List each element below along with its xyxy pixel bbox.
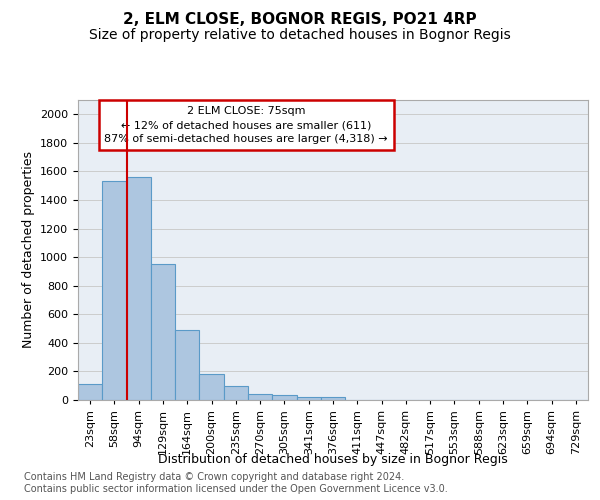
- Text: 2, ELM CLOSE, BOGNOR REGIS, PO21 4RP: 2, ELM CLOSE, BOGNOR REGIS, PO21 4RP: [123, 12, 477, 28]
- Bar: [102, 180, 127, 400]
- Bar: [199, 374, 224, 400]
- Text: Distribution of detached houses by size in Bognor Regis: Distribution of detached houses by size …: [158, 452, 508, 466]
- Text: Size of property relative to detached houses in Bognor Regis: Size of property relative to detached ho…: [89, 28, 511, 42]
- Bar: [78, 384, 102, 400]
- Bar: [224, 386, 248, 400]
- Bar: [151, 264, 175, 400]
- Bar: [248, 394, 272, 400]
- Bar: [321, 398, 345, 400]
- Y-axis label: Number of detached properties: Number of detached properties: [22, 152, 35, 348]
- Bar: [175, 330, 199, 400]
- Bar: [272, 395, 296, 400]
- Text: Contains HM Land Registry data © Crown copyright and database right 2024.
Contai: Contains HM Land Registry data © Crown c…: [24, 472, 448, 494]
- Bar: [127, 177, 151, 400]
- Bar: [296, 397, 321, 400]
- Text: 2 ELM CLOSE: 75sqm
← 12% of detached houses are smaller (611)
87% of semi-detach: 2 ELM CLOSE: 75sqm ← 12% of detached hou…: [104, 106, 388, 144]
